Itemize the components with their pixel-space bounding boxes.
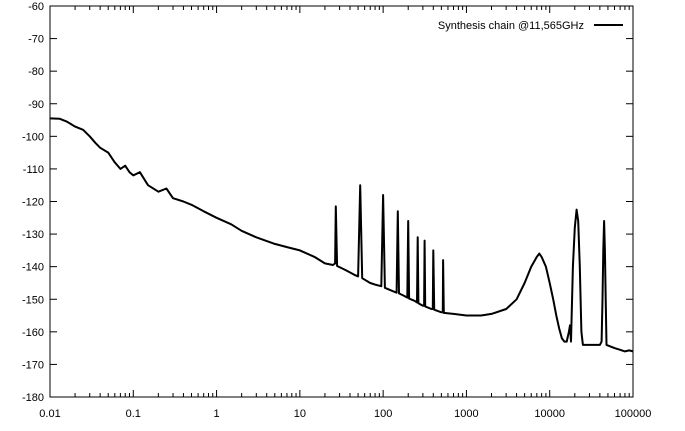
x-tick-label: 0.01: [39, 408, 60, 420]
y-tick-label: -160: [22, 327, 44, 339]
x-axis: 0.01 0.1 1 10 100 1000 10000 100000: [39, 6, 651, 420]
series-line-synthesis-chain: [49, 117, 634, 353]
x-tick-label: 10000: [534, 408, 565, 420]
y-tick-label: -90: [28, 99, 44, 111]
y-tick-label: -80: [28, 66, 44, 78]
y-tick-label: -100: [22, 131, 44, 143]
legend: Synthesis chain @11,565GHz: [438, 20, 623, 32]
legend-label: Synthesis chain @11,565GHz: [438, 20, 584, 32]
x-tick-label: 1: [214, 408, 220, 420]
x-tick-label: 1000: [454, 408, 478, 420]
plot-frame: [49, 5, 634, 398]
y-tick-label: -150: [22, 294, 44, 306]
y-tick-label: -120: [22, 197, 44, 209]
x-tick-label: 100000: [615, 408, 652, 420]
x-tick-label: 100: [374, 408, 392, 420]
y-tick-label: -110: [23, 164, 44, 176]
y-tick-label: -60: [28, 1, 44, 13]
y-tick-label: -70: [28, 34, 44, 46]
y-tick-label: -130: [22, 229, 44, 241]
x-tick-label: 10: [294, 408, 306, 420]
y-tick-label: -180: [22, 392, 44, 404]
y-axis: -60 -70 -80 -90 -100 -110 -120 -130 -140 -150 -160…: [22, 1, 633, 404]
x-tick-label: 0.1: [126, 408, 141, 420]
y-tick-label: -170: [22, 359, 44, 371]
y-tick-label: -140: [22, 262, 44, 274]
